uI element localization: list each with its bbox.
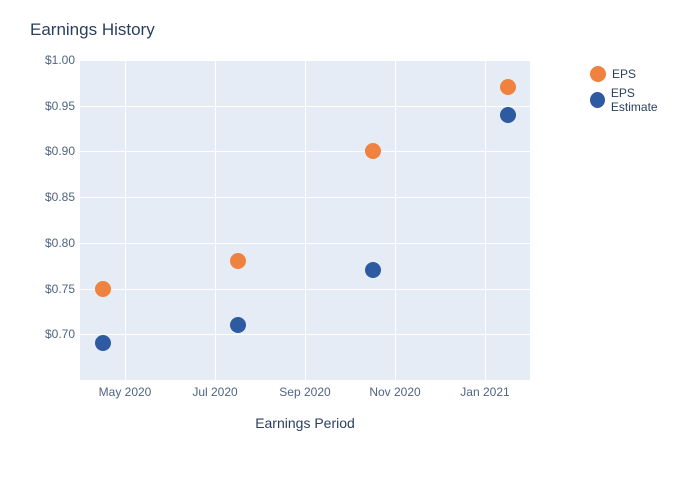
chart-wrap: Earnings Period $0.70$0.75$0.80$0.85$0.9…: [30, 60, 680, 420]
chart-container: Earnings History Earnings Period $0.70 $0…: [0, 0, 700, 500]
x-axis-label: Earnings Period: [80, 415, 530, 431]
plot-area[interactable]: [80, 60, 530, 380]
legend-label: EPS: [612, 67, 636, 81]
gridline-v: [395, 60, 396, 380]
y-tick-label: $1.00: [30, 53, 75, 67]
data-point[interactable]: [95, 281, 111, 297]
x-tick-label: May 2020: [99, 385, 152, 399]
y-tick-label: $0.70: [30, 327, 75, 341]
x-tick-label: Jan 2021: [460, 385, 509, 399]
gridline-v: [305, 60, 306, 380]
plot-region: Earnings Period $0.70$0.75$0.80$0.85$0.9…: [30, 60, 530, 420]
data-point[interactable]: [95, 335, 111, 351]
gridline-v: [125, 60, 126, 380]
legend-item[interactable]: EPS Estimate: [590, 86, 680, 114]
y-tick-label: $0.75: [30, 282, 75, 296]
x-tick-label: Sep 2020: [279, 385, 330, 399]
y-tick-label: $0.90: [30, 144, 75, 158]
legend-swatch-icon: [590, 92, 605, 108]
data-point[interactable]: [500, 107, 516, 123]
gridline-v: [485, 60, 486, 380]
legend-label: EPS Estimate: [611, 86, 680, 114]
data-point[interactable]: [230, 317, 246, 333]
x-tick-label: Jul 2020: [192, 385, 237, 399]
legend: EPS EPS Estimate: [590, 66, 680, 118]
data-point[interactable]: [500, 79, 516, 95]
y-tick-label: $0.95: [30, 99, 75, 113]
data-point[interactable]: [365, 262, 381, 278]
chart-title: Earnings History: [30, 20, 680, 40]
data-point[interactable]: [365, 143, 381, 159]
legend-swatch-icon: [590, 66, 606, 82]
y-tick-label: $0.85: [30, 190, 75, 204]
gridline-v: [215, 60, 216, 380]
legend-item[interactable]: EPS: [590, 66, 680, 82]
y-tick-label: $0.80: [30, 236, 75, 250]
x-tick-label: Nov 2020: [369, 385, 420, 399]
data-point[interactable]: [230, 253, 246, 269]
